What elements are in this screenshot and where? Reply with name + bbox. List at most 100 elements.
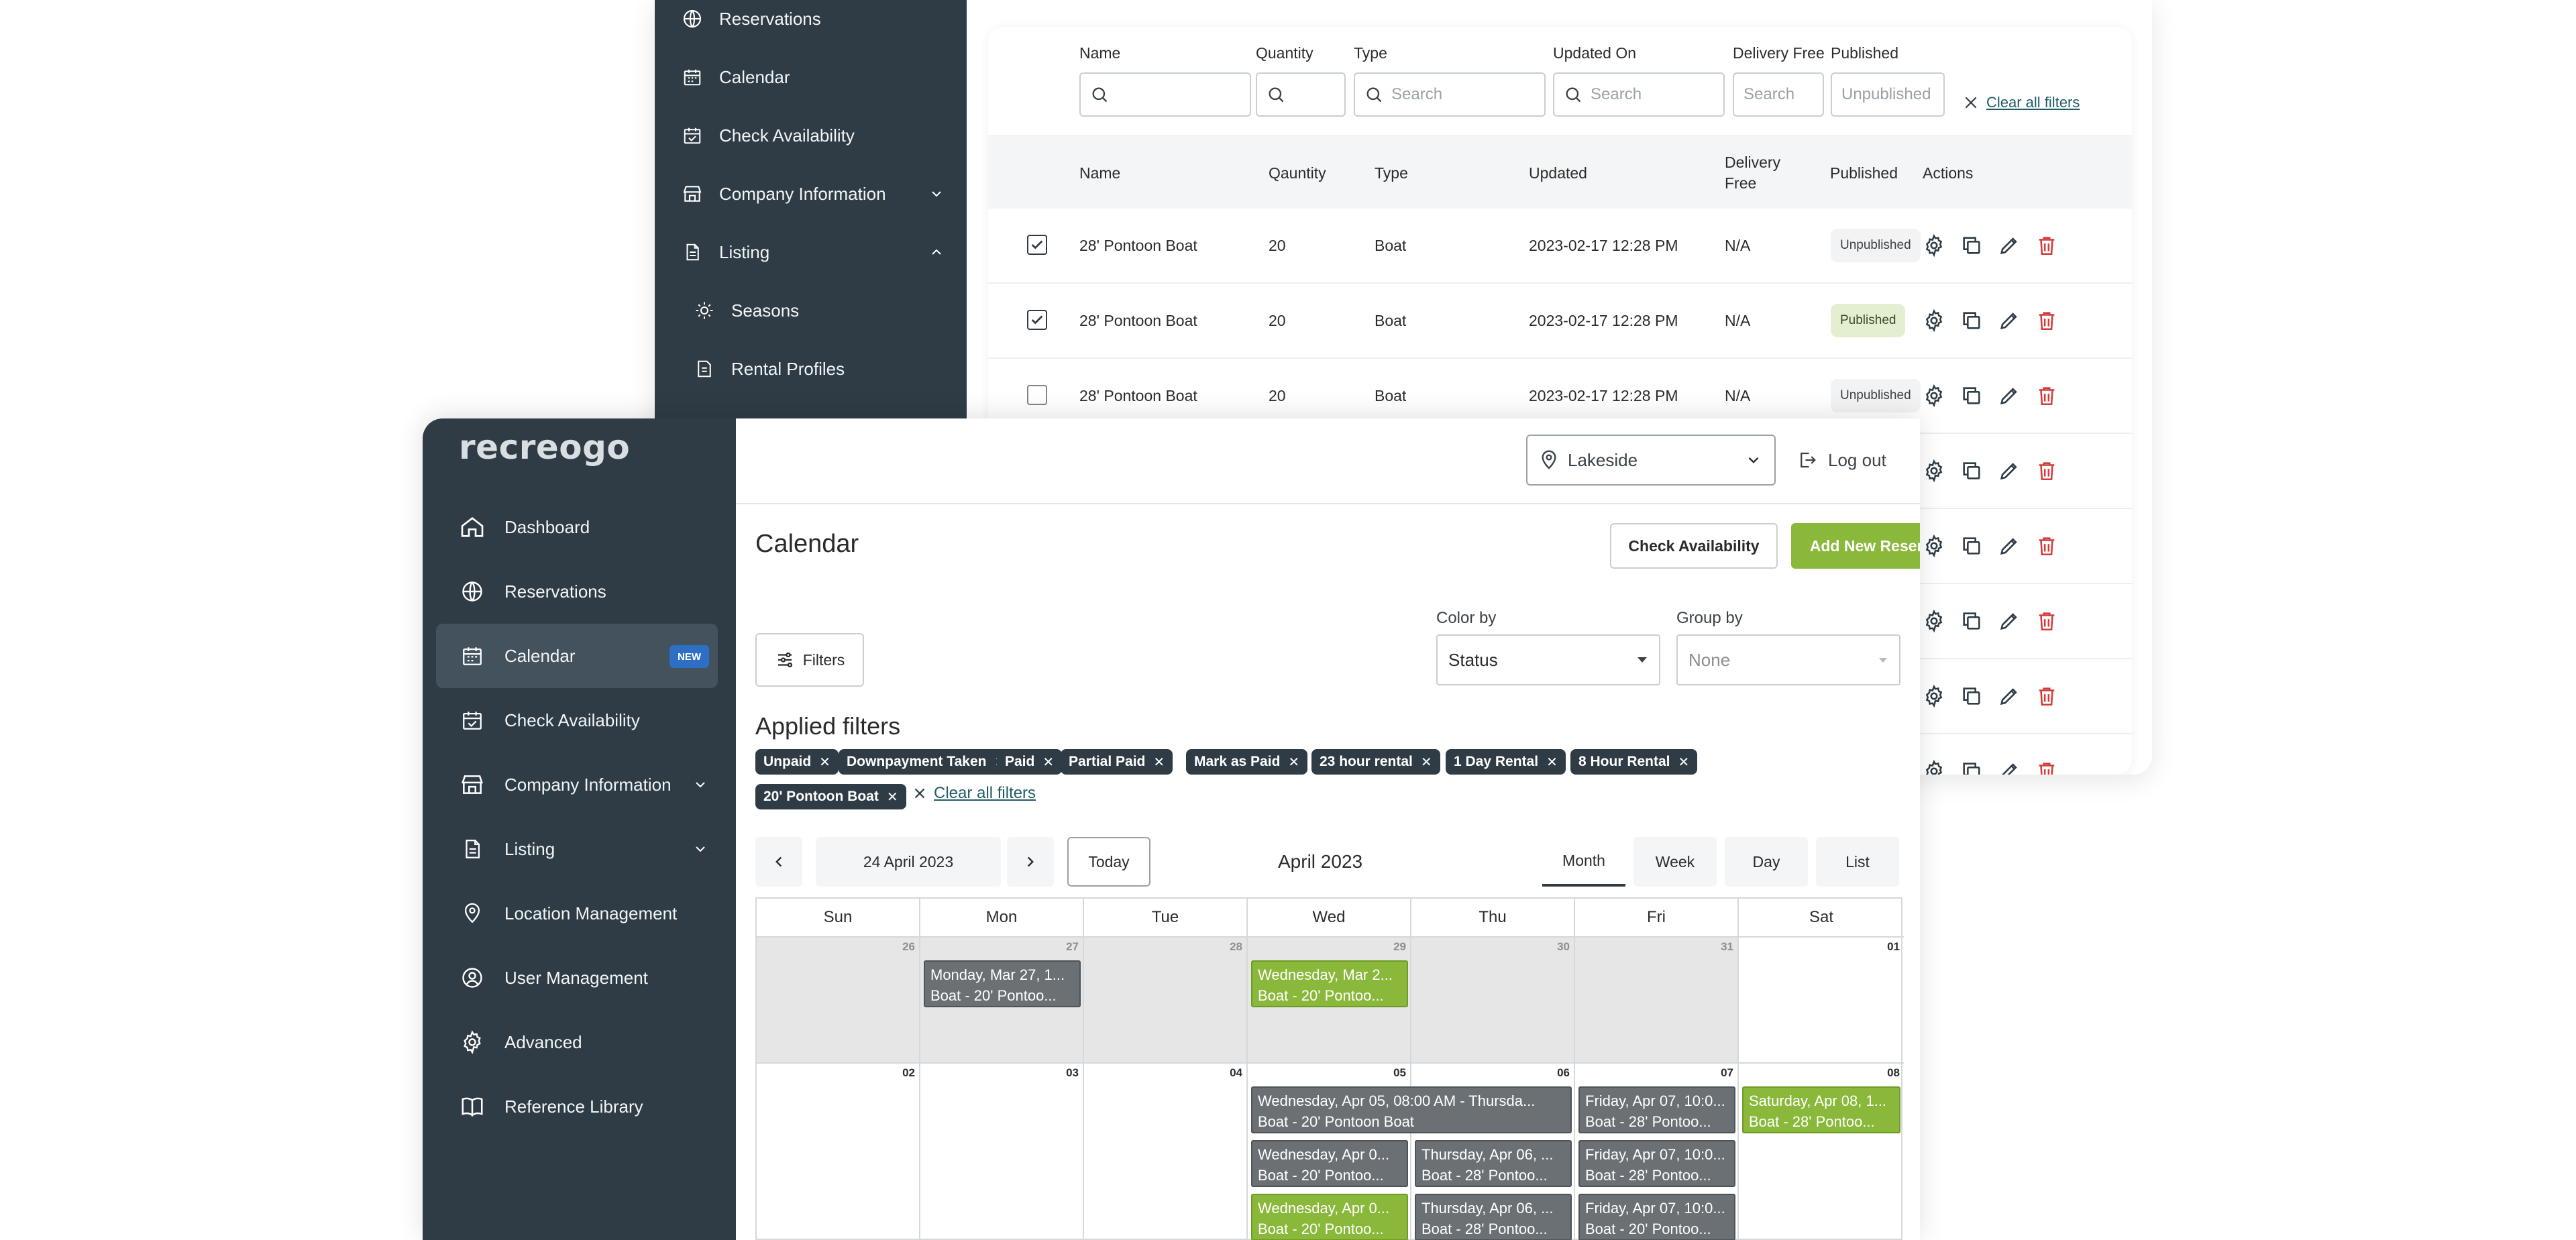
filter-chip[interactable]: Mark as Paid ✕ — [1186, 749, 1308, 775]
sidebar-item-reservations[interactable]: Reservations — [680, 0, 821, 39]
filter-published-input[interactable]: Unpublished — [1831, 72, 1945, 117]
status-badge[interactable]: Published — [1831, 304, 1906, 337]
group-by-select[interactable]: None — [1676, 634, 1900, 685]
duplicate-icon[interactable] — [1960, 309, 1983, 332]
chevron-down-icon[interactable] — [928, 186, 945, 202]
gear-icon[interactable] — [1923, 459, 1945, 482]
sidebar-item-company-information[interactable]: Company Information — [436, 752, 718, 817]
status-badge[interactable]: Unpublished — [1831, 229, 1921, 262]
trash-icon[interactable] — [2035, 534, 2058, 557]
close-icon[interactable]: ✕ — [819, 754, 830, 770]
filter-updated-input[interactable]: Search — [1553, 72, 1725, 117]
sidebar-item-listing[interactable]: Listing — [680, 232, 941, 272]
gear-icon[interactable] — [1923, 384, 1945, 407]
calendar-event[interactable]: Wednesday, Apr 0... Boat - 20' Pontoo... — [1251, 1194, 1408, 1240]
gear-icon[interactable] — [1923, 685, 1945, 708]
close-icon[interactable]: ✕ — [1153, 754, 1165, 770]
calendar-event[interactable]: Friday, Apr 07, 10:0... Boat - 20' Pontoo… — [1578, 1194, 1735, 1240]
chevron-up-icon[interactable] — [928, 244, 945, 260]
calendar-event[interactable]: Wednesday, Apr 05, 08:00 AM - Thursda...… — [1251, 1086, 1572, 1133]
view-month-button[interactable]: Month — [1542, 837, 1625, 887]
gear-icon[interactable] — [1923, 534, 1945, 557]
row-checkbox[interactable] — [1027, 310, 1047, 330]
color-by-select[interactable]: Status — [1436, 634, 1660, 685]
view-list-button[interactable]: List — [1816, 837, 1899, 887]
calendar-event[interactable]: Saturday, Apr 08, 1... Boat - 28' Pontoo.… — [1742, 1086, 1900, 1133]
calendar-event[interactable]: Wednesday, Apr 0... Boat - 20' Pontoo... — [1251, 1140, 1408, 1187]
row-checkbox[interactable] — [1027, 385, 1047, 405]
calendar-event[interactable]: Thursday, Apr 06, ... Boat - 28' Pontoo..… — [1415, 1140, 1572, 1187]
close-icon[interactable]: ✕ — [1546, 754, 1558, 770]
calendar-day[interactable]: 30 — [1411, 938, 1575, 1064]
calendar-event[interactable]: Friday, Apr 07, 10:0... Boat - 28' Pontoo… — [1578, 1086, 1735, 1133]
filter-name-input[interactable] — [1079, 72, 1251, 117]
close-icon[interactable]: ✕ — [1420, 754, 1432, 770]
column-header-published[interactable]: Published — [1830, 164, 1898, 182]
gear-icon[interactable] — [1923, 760, 1945, 775]
sidebar-item-reference-library[interactable]: Reference Library — [436, 1074, 718, 1139]
edit-icon[interactable] — [1998, 309, 2021, 332]
sidebar-item-reservations[interactable]: Reservations — [436, 559, 718, 624]
check-availability-button[interactable]: Check Availability — [1610, 523, 1778, 569]
column-header-quantity[interactable]: Qauntity — [1269, 164, 1326, 182]
gear-icon[interactable] — [1923, 234, 1945, 257]
chevron-down-icon[interactable] — [692, 841, 708, 857]
filter-chip[interactable]: 1 Day Rental ✕ — [1446, 749, 1566, 775]
edit-icon[interactable] — [1998, 384, 2021, 407]
calendar-day[interactable]: 03 — [920, 1064, 1084, 1240]
calendar-day[interactable]: 06 — [1411, 1064, 1575, 1240]
filter-delivery-input[interactable]: Search — [1733, 72, 1824, 117]
edit-icon[interactable] — [1998, 610, 2021, 632]
trash-icon[interactable] — [2035, 760, 2058, 775]
calendar-event[interactable]: Wednesday, Mar 2... Boat - 20' Pontoo... — [1251, 960, 1408, 1007]
view-week-button[interactable]: Week — [1633, 837, 1717, 887]
filter-chip[interactable]: 20' Pontoon Boat ✕ — [755, 784, 906, 809]
filter-type-input[interactable]: Search — [1354, 72, 1546, 117]
view-day-button[interactable]: Day — [1725, 837, 1808, 887]
filter-chip[interactable]: 23 hour rental ✕ — [1311, 749, 1440, 775]
gear-icon[interactable] — [1923, 610, 1945, 632]
filter-chip[interactable]: Paid ✕ — [997, 749, 1063, 775]
add-reservation-button[interactable]: Add New Reservation — [1791, 523, 1920, 569]
sidebar-item-calendar[interactable]: Calendar NEW — [436, 624, 718, 688]
logo[interactable]: recreogo — [459, 428, 631, 467]
column-header-delivery[interactable]: Delivery Free — [1725, 154, 1781, 192]
calendar-day[interactable]: 08 — [1739, 1064, 1904, 1240]
calendar-day[interactable]: 01 — [1739, 938, 1904, 1064]
sidebar-item-listing[interactable]: Listing — [436, 817, 718, 881]
close-icon[interactable]: ✕ — [1042, 754, 1055, 770]
filter-quantity-input[interactable] — [1256, 72, 1346, 117]
calendar-day[interactable]: 26 — [757, 938, 920, 1064]
sidebar-item-location-management[interactable]: Location Management — [436, 881, 718, 946]
sidebar-item-rental-profiles[interactable]: Rental Profiles — [692, 349, 845, 389]
trash-icon[interactable] — [2035, 459, 2058, 482]
calendar-event[interactable]: Monday, Mar 27, 1... Boat - 20' Pontoo... — [924, 960, 1081, 1007]
column-header-updated[interactable]: Updated — [1529, 164, 1587, 182]
sidebar-item-seasons[interactable]: Seasons — [692, 290, 799, 331]
filter-chip[interactable]: Partial Paid ✕ — [1061, 749, 1173, 775]
status-badge[interactable]: Unpublished — [1831, 379, 1921, 412]
sidebar-item-company-information[interactable]: Company Information — [680, 174, 941, 214]
calendar-day[interactable]: 02 — [757, 1064, 920, 1240]
duplicate-icon[interactable] — [1960, 234, 1983, 257]
close-icon[interactable]: ✕ — [886, 789, 898, 805]
trash-icon[interactable] — [2035, 384, 2058, 407]
column-header-type[interactable]: Type — [1375, 164, 1408, 182]
trash-icon[interactable] — [2035, 234, 2058, 257]
duplicate-icon[interactable] — [1960, 459, 1983, 482]
trash-icon[interactable] — [2035, 685, 2058, 708]
close-icon[interactable]: ✕ — [1288, 754, 1300, 770]
sidebar-item-check-availability[interactable]: Check Availability — [436, 688, 718, 752]
duplicate-icon[interactable] — [1960, 760, 1983, 775]
filters-button[interactable]: Filters — [755, 633, 864, 687]
duplicate-icon[interactable] — [1960, 384, 1983, 407]
date-picker-button[interactable]: 24 April 2023 — [816, 837, 1001, 887]
sidebar-item-advanced[interactable]: Advanced — [436, 1010, 718, 1074]
clear-all-filters-link[interactable]: Clear all filters — [1962, 94, 2080, 111]
sidebar-item-user-management[interactable]: User Management — [436, 946, 718, 1010]
sidebar-item-dashboard[interactable]: Dashboard — [436, 495, 718, 559]
duplicate-icon[interactable] — [1960, 534, 1983, 557]
close-icon[interactable]: ✕ — [1678, 754, 1690, 770]
chevron-down-icon[interactable] — [692, 777, 708, 793]
prev-button[interactable] — [755, 837, 802, 887]
